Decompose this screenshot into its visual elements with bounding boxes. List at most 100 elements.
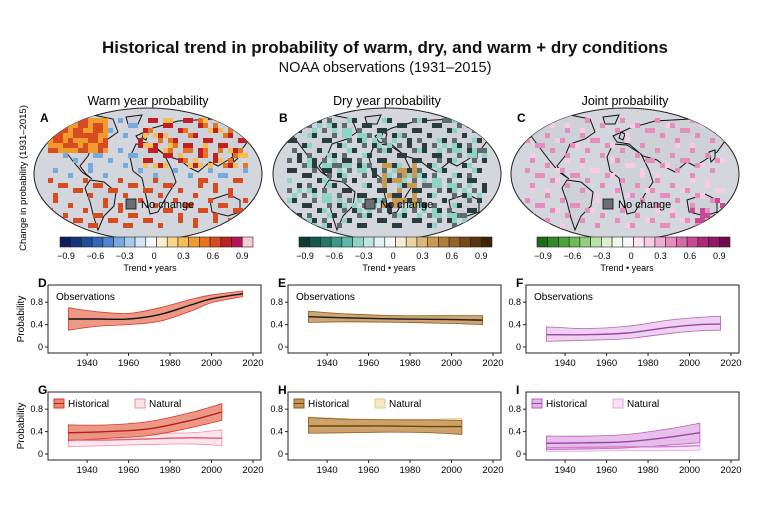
trend-cell: [467, 143, 472, 148]
trend-cell: [158, 223, 163, 228]
trend-cell: [218, 158, 223, 163]
trend-cell: [327, 198, 332, 203]
trend-cell: [183, 203, 188, 208]
x-tick-label: 1960: [596, 465, 617, 476]
trend-cell: [392, 198, 397, 203]
trend-cell: [457, 183, 462, 188]
trend-cell: [665, 193, 670, 198]
colorbar-swatch: [718, 236, 731, 248]
trend-cell: [472, 153, 477, 158]
trend-cell: [655, 118, 660, 123]
colorbar-swatch: [395, 236, 407, 248]
trend-cell: [53, 133, 58, 138]
trend-cell: [357, 163, 362, 168]
trend-cell: [595, 193, 600, 198]
landmass: [602, 114, 620, 125]
series-line-historical: [68, 411, 223, 434]
trend-cell: [700, 218, 705, 223]
x-tick-label: 2020: [242, 465, 263, 476]
trend-cell: [73, 118, 78, 123]
trend-cell: [198, 118, 203, 123]
trend-cell: [312, 218, 317, 223]
trend-cell: [625, 138, 630, 143]
trend-cell: [457, 213, 462, 218]
trend-cell: [452, 138, 457, 143]
trend-cell: [292, 148, 297, 153]
trend-cell: [83, 128, 88, 133]
trend-cell: [387, 143, 392, 148]
trend-cell: [382, 118, 387, 123]
x-tick-label: 2020: [482, 465, 503, 476]
trend-cell: [432, 123, 437, 128]
trend-cell: [347, 163, 352, 168]
trend-cell: [407, 143, 412, 148]
trend-cell: [625, 133, 630, 138]
trend-cell: [472, 218, 477, 223]
trend-cell: [153, 133, 158, 138]
trend-cell: [302, 223, 307, 228]
y-tick-label: 0: [516, 342, 521, 352]
trend-cell: [128, 183, 133, 188]
colorbar-swatch: [697, 236, 709, 248]
trend-cell: [193, 193, 198, 198]
trend-cell: [327, 168, 332, 173]
panel-letter: D: [38, 276, 47, 290]
trend-cell: [78, 143, 83, 148]
trend-cell: [88, 123, 93, 128]
trend-cell: [68, 203, 73, 208]
trend-cell: [477, 138, 482, 143]
trend-cell: [88, 168, 93, 173]
trend-cell: [412, 193, 417, 198]
chart-legend: Historical Natural: [53, 398, 181, 410]
trend-cell: [48, 128, 53, 133]
trend-cell: [462, 188, 467, 193]
trend-cell: [287, 168, 292, 173]
trend-cell: [163, 163, 168, 168]
trend-cell: [432, 183, 437, 188]
colorbar-swatch: [405, 236, 418, 248]
trend-cell: [198, 163, 203, 168]
colorbar-swatch: [568, 236, 581, 248]
trend-cell: [482, 158, 487, 163]
trend-cell: [437, 208, 442, 213]
colorbar-tick-label: 0.6: [684, 251, 697, 261]
trend-cell: [108, 218, 113, 223]
trend-cell: [322, 188, 327, 193]
trend-cell: [63, 153, 68, 158]
trend-cell: [452, 223, 457, 228]
trend-cell: [123, 133, 128, 138]
trend-cell: [48, 118, 53, 123]
trend-cell: [213, 213, 218, 218]
trend-cell: [575, 143, 580, 148]
trend-cell: [575, 203, 580, 208]
trend-cell: [287, 223, 292, 228]
trend-cell: [610, 143, 615, 148]
trend-cell: [198, 183, 203, 188]
trend-cell: [590, 208, 595, 213]
colorbar-tick-label: 0.3: [416, 251, 429, 261]
trend-cell: [113, 188, 118, 193]
trend-cell: [412, 178, 417, 183]
trend-cell: [83, 133, 88, 138]
trend-cell: [287, 178, 292, 183]
trend-cell: [307, 188, 312, 193]
series-line-observations: [68, 293, 243, 321]
trend-cell: [720, 203, 725, 208]
x-tick-label: 1940: [555, 358, 576, 369]
trend-cell: [143, 163, 148, 168]
trend-cell: [143, 218, 148, 223]
trend-cell: [183, 118, 188, 123]
x-tick-label: 1960: [596, 358, 617, 369]
trend-cell: [297, 213, 302, 218]
trend-cell: [695, 163, 700, 168]
trend-cell: [203, 178, 208, 183]
trend-cell: [467, 183, 472, 188]
trend-cell: [203, 123, 208, 128]
trend-cell: [715, 213, 720, 218]
trend-cell: [98, 133, 103, 138]
trend-cell: [347, 128, 352, 133]
series-line-observations: [546, 323, 721, 336]
trend-cell: [153, 148, 158, 153]
trend-cell: [550, 148, 555, 153]
